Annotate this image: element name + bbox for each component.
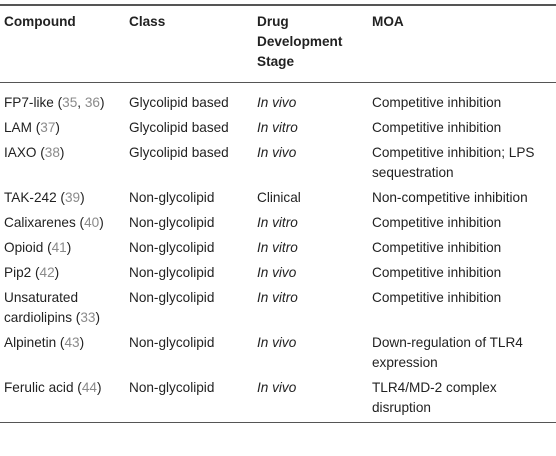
cell-compound: Alpinetin (43) <box>4 335 85 350</box>
cell-moa: Competitive inhibition <box>372 290 502 305</box>
compound-name: Ferulic acid <box>4 380 74 395</box>
cell-moa: TLR4/MD-2 complex disruption <box>368 375 556 423</box>
header-moa: MOA <box>368 5 556 83</box>
reference-link[interactable]: 41 <box>51 240 67 255</box>
reference-link[interactable]: 43 <box>64 335 80 350</box>
table-row: LAM (37) Glycolipid based In vitro Competit… <box>0 115 556 140</box>
header-class: Class <box>125 5 253 83</box>
cell-stage: In vivo <box>257 265 297 280</box>
table-row: FP7-like (35, 36) Glycolipid based In vivo… <box>0 83 556 116</box>
cell-moa: Competitive inhibition <box>372 215 502 230</box>
cell-stage: In vivo <box>257 335 297 350</box>
cell-class: Non-glycolipid <box>129 265 215 280</box>
compound-name: Opioid <box>4 240 44 255</box>
cell-class: Glycolipid based <box>129 95 229 110</box>
cell-compound: TAK-242 (39) <box>4 190 85 205</box>
compound-name: IAXO <box>4 145 37 160</box>
cell-class: Non-glycolipid <box>129 190 215 205</box>
cell-stage: In vitro <box>257 290 298 305</box>
compound-name: Alpinetin <box>4 335 57 350</box>
cell-stage: In vivo <box>253 375 368 423</box>
cell-compound: IAXO (38) <box>4 145 65 160</box>
compound-name: LAM <box>4 120 32 135</box>
cell-moa: Down-regulation of TLR4 expression <box>372 335 523 370</box>
table-row: Ferulic acid (44) Non-glycolipid In vivo TL… <box>0 375 556 423</box>
cell-class: Glycolipid based <box>129 145 229 160</box>
reference-link[interactable]: 33 <box>80 310 96 325</box>
cell-stage: In vitro <box>257 215 298 230</box>
compound-name: Calixarenes <box>4 215 76 230</box>
cell-class: Non-glycolipid <box>129 290 215 305</box>
reference-link[interactable]: 37 <box>40 120 56 135</box>
cell-compound: Calixarenes (40) <box>4 215 104 230</box>
compound-table: Compound Class Drug Development Stage MO… <box>0 5 556 423</box>
cell-compound: Pip2 (42) <box>4 265 60 280</box>
table-row: Opioid (41) Non-glycolipid In vitro Competi… <box>0 235 556 260</box>
cell-class: Non-glycolipid <box>129 335 215 350</box>
cell-stage: In vivo <box>257 95 297 110</box>
reference-link[interactable]: 39 <box>64 190 81 205</box>
cell-class: Glycolipid based <box>129 120 229 135</box>
cell-compound: Ferulic acid (44) <box>0 375 125 423</box>
cell-moa: Competitive inhibition <box>372 240 502 255</box>
cell-stage: In vitro <box>257 120 298 135</box>
reference-link[interactable]: 42 <box>39 265 55 280</box>
table-row: Pip2 (42) Non-glycolipid In vivo Competitiv… <box>0 260 556 285</box>
compound-name: Pip2 <box>4 265 32 280</box>
cell-stage: In vitro <box>257 240 298 255</box>
cell-moa: Competitive inhibition <box>372 265 502 280</box>
reference-link[interactable]: 35 <box>62 95 78 110</box>
cell-moa: Competitive inhibition; LPS sequestratio… <box>372 145 535 180</box>
cell-stage: Clinical <box>257 190 301 205</box>
table-row: Unsaturated cardiolipins (33) Non-glycoli… <box>0 285 556 330</box>
reference-link[interactable]: 38 <box>44 145 60 160</box>
cell-moa: Competitive inhibition <box>372 95 502 110</box>
reference-link[interactable]: 44 <box>81 380 97 395</box>
cell-moa: Non-competitive inhibition <box>372 190 528 205</box>
table-top-rule <box>0 4 556 5</box>
cell-class: Non-glycolipid <box>129 215 215 230</box>
table-row: Alpinetin (43) Non-glycolipid In vivo Down-… <box>0 330 556 375</box>
reference-link[interactable]: 40 <box>84 215 100 230</box>
cell-compound: Unsaturated cardiolipins (33) <box>4 290 100 325</box>
cell-moa: Competitive inhibition <box>372 120 502 135</box>
table-body: FP7-like (35, 36) Glycolipid based In vivo… <box>0 83 556 423</box>
header-drug-development-stage: Drug Development Stage <box>253 5 368 83</box>
table-row: IAXO (38) Glycolipid based In vivo Competit… <box>0 140 556 185</box>
table-header-row: Compound Class Drug Development Stage MO… <box>0 5 556 83</box>
table-row: TAK-242 (39) Non-glycolipid Clinical Non-co… <box>0 185 556 210</box>
table-row: Calixarenes (40) Non-glycolipid In vitro Co… <box>0 210 556 235</box>
header-compound: Compound <box>0 5 125 83</box>
cell-class: Non-glycolipid <box>129 240 215 255</box>
compound-name: Unsaturated cardiolipins <box>4 290 79 325</box>
cell-stage: In vivo <box>257 145 297 160</box>
compound-name: TAK-242 <box>4 190 57 205</box>
cell-compound: Opioid (41) <box>4 240 72 255</box>
cell-compound: LAM (37) <box>4 120 60 135</box>
reference-link[interactable]: 36 <box>84 95 100 110</box>
compound-name: FP7-like <box>4 95 54 110</box>
cell-compound: FP7-like (35, 36) <box>4 95 105 110</box>
cell-class: Non-glycolipid <box>125 375 253 423</box>
